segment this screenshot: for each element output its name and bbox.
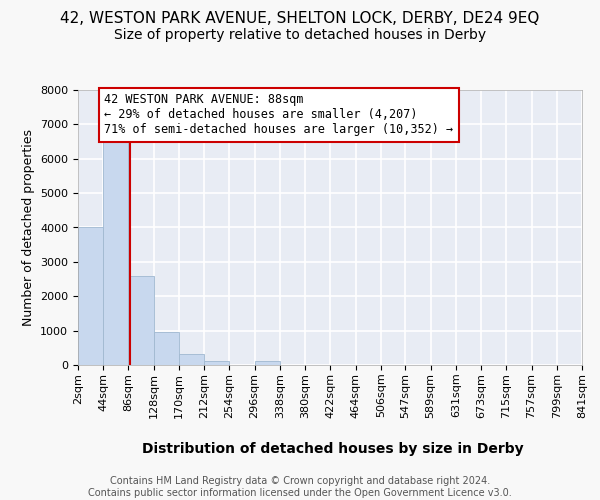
Y-axis label: Number of detached properties: Number of detached properties (22, 129, 35, 326)
Bar (78, 228, 103, 365)
Text: 42, WESTON PARK AVENUE, SHELTON LOCK, DERBY, DE24 9EQ: 42, WESTON PARK AVENUE, SHELTON LOCK, DE… (61, 11, 539, 26)
Text: Size of property relative to detached houses in Derby: Size of property relative to detached ho… (114, 28, 486, 42)
Bar (205, 360, 229, 365)
Text: Contains HM Land Registry data © Crown copyright and database right 2024.
Contai: Contains HM Land Registry data © Crown c… (88, 476, 512, 498)
Bar (128, 276, 154, 365)
Bar (179, 354, 204, 365)
Bar (154, 332, 179, 365)
Text: Distribution of detached houses by size in Derby: Distribution of detached houses by size … (142, 442, 524, 456)
Text: 42 WESTON PARK AVENUE: 88sqm
← 29% of detached houses are smaller (4,207)
71% of: 42 WESTON PARK AVENUE: 88sqm ← 29% of de… (104, 94, 454, 136)
Bar (103, 138, 128, 365)
Bar (255, 360, 280, 365)
